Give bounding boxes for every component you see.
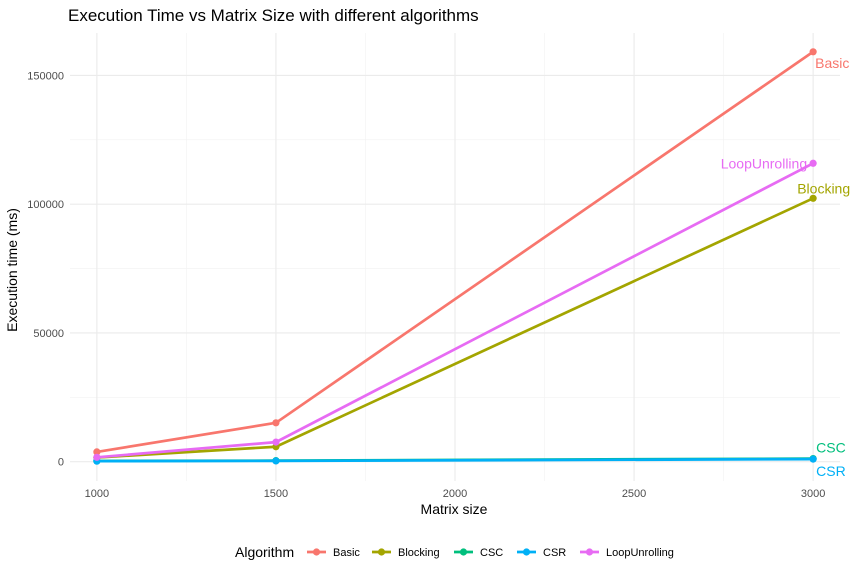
data-point-csr [272, 457, 280, 465]
y-axis-title: Execution time (ms) [4, 208, 20, 332]
series-label-csr: CSR [816, 463, 846, 479]
data-point-loopunrolling [93, 453, 101, 461]
legend: Algorithm Basic Blocking CSC CSR LoopUnrolli… [235, 544, 674, 560]
x-axis-ticks: 1000 1500 2000 2500 3000 [85, 488, 826, 500]
series-label-blocking: Blocking [797, 180, 850, 196]
y-tick-label: 150000 [27, 70, 64, 82]
legend-key-point-csr [522, 548, 531, 556]
legend-label-basic: Basic [333, 547, 360, 559]
y-tick-label: 50000 [33, 328, 64, 340]
legend-label-csr: CSR [543, 547, 566, 559]
x-tick-label: 1500 [264, 488, 288, 500]
legend-key-point-blocking [377, 548, 386, 556]
data-point-csr [809, 455, 817, 463]
x-tick-label: 2000 [443, 488, 467, 500]
data-point-loopunrolling [272, 438, 280, 446]
data-point-blocking [809, 194, 817, 202]
x-tick-label: 3000 [801, 488, 825, 500]
series-label-loopunrolling: LoopUnrolling [721, 155, 807, 171]
legend-key-point-csc [459, 548, 468, 556]
x-tick-label: 1000 [85, 488, 109, 500]
legend-label-csc: CSC [480, 547, 503, 559]
x-tick-label: 2500 [622, 488, 646, 500]
legend-title: Algorithm [235, 544, 294, 560]
legend-key-point-basic [312, 548, 321, 556]
y-tick-label: 0 [58, 457, 64, 469]
data-point-loopunrolling [809, 159, 817, 167]
data-point-basic [93, 448, 101, 456]
legend-key-point-loopunrolling [585, 548, 594, 556]
grid [70, 33, 840, 481]
series-end-labels: Basic Blocking CSC CSR LoopUnrolling [721, 55, 850, 479]
y-tick-label: 100000 [27, 199, 64, 211]
series-lines [93, 48, 817, 465]
data-point-basic [272, 419, 280, 427]
x-axis-title: Matrix size [421, 501, 488, 517]
legend-label-blocking: Blocking [398, 547, 440, 559]
data-point-basic [809, 48, 817, 56]
chart-title: Execution Time vs Matrix Size with diffe… [68, 6, 479, 25]
series-label-csc: CSC [816, 440, 846, 456]
y-axis-ticks: 0 50000 100000 150000 [27, 70, 64, 468]
legend-label-loopunrolling: LoopUnrolling [606, 547, 674, 559]
series-label-basic: Basic [815, 55, 849, 71]
